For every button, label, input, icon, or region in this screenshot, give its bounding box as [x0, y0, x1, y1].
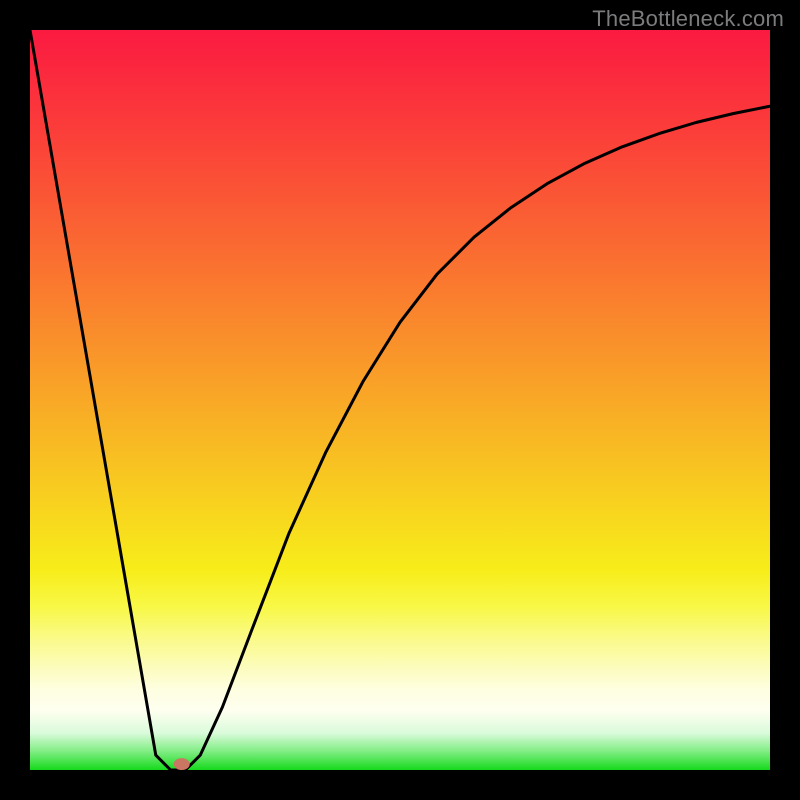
plot-area — [30, 30, 770, 770]
gradient-background — [30, 30, 770, 770]
gradient-rect — [30, 30, 770, 770]
watermark-text: TheBottleneck.com — [592, 6, 784, 32]
chart-frame: TheBottleneck.com — [0, 0, 800, 800]
